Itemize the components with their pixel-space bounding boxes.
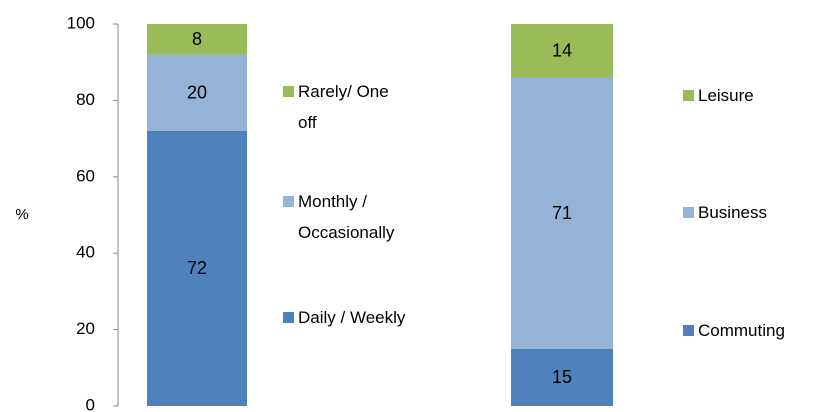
y-tick-label: 100	[67, 13, 95, 32]
y-tick-label: 80	[76, 90, 95, 109]
legend-item: Daily / Weekly	[283, 302, 410, 333]
data-label: 71	[552, 203, 572, 223]
legend-item: Monthly / Occasionally	[283, 186, 410, 248]
bar-segment	[147, 130, 247, 406]
legend-swatch	[683, 90, 694, 101]
y-tick-label: 0	[86, 395, 95, 412]
y-axis-label: %	[15, 206, 28, 223]
legend-label: Monthly / Occasionally	[298, 192, 395, 242]
y-tick-label: 40	[76, 243, 95, 262]
legend-item: Leisure	[683, 80, 810, 111]
legend-swatch	[683, 207, 694, 218]
legend-label: Commuting	[698, 321, 785, 340]
bar-segment	[147, 54, 247, 131]
legend-swatch	[683, 325, 694, 336]
legend-label: Leisure	[698, 86, 754, 105]
legend-label: Rarely/ One off	[298, 82, 389, 132]
bar-segment	[511, 24, 613, 78]
y-tick-label: 20	[76, 319, 95, 338]
bar-segment	[147, 24, 247, 55]
legend-item: Business	[683, 197, 810, 228]
legend-swatch	[283, 86, 294, 97]
data-label: 72	[187, 258, 207, 278]
legend-label: Daily / Weekly	[298, 308, 406, 327]
bar-segment	[511, 77, 613, 349]
legend-swatch	[283, 196, 294, 207]
legend-item: Rarely/ One off	[283, 76, 410, 138]
legend-swatch	[283, 312, 294, 323]
data-label: 8	[192, 29, 202, 49]
y-tick-label: 60	[76, 166, 95, 185]
bar-segment	[511, 348, 613, 406]
legend-item: Commuting	[683, 315, 810, 346]
data-label: 14	[552, 40, 572, 60]
data-label: 15	[552, 367, 572, 387]
legend-label: Business	[698, 203, 767, 222]
data-label: 20	[187, 83, 207, 103]
